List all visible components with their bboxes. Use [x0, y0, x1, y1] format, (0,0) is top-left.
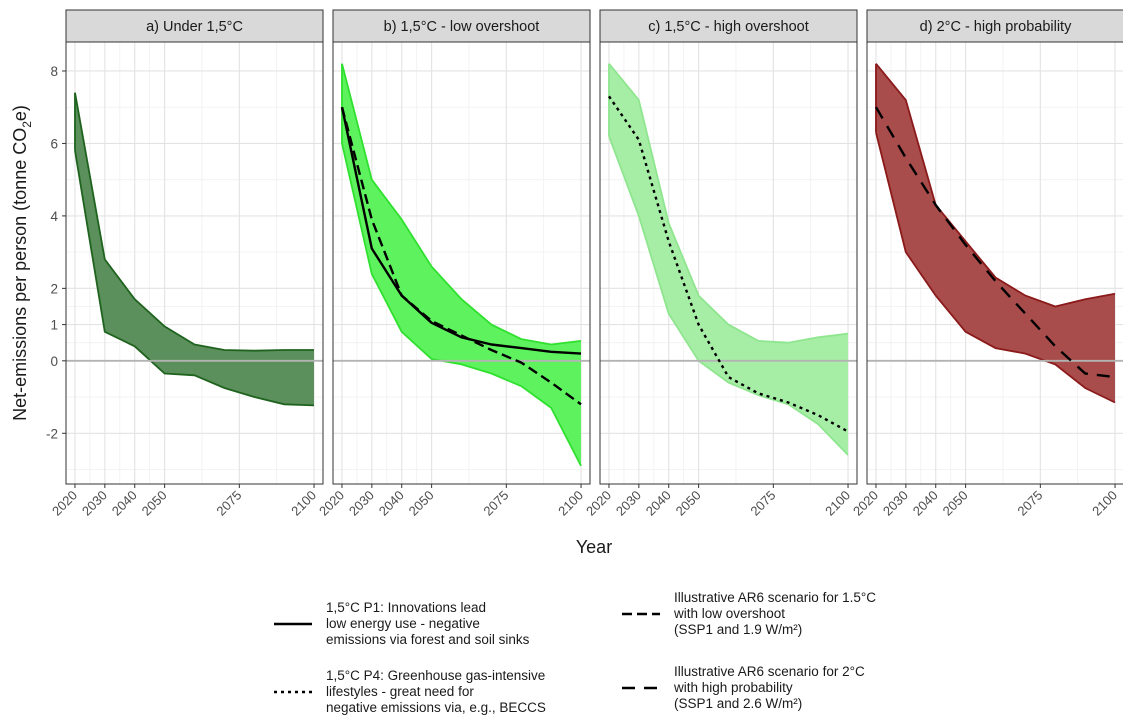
- range-upper-edge: [341, 63, 582, 346]
- panel-border: [65, 41, 324, 485]
- scenario-line: [340, 106, 582, 406]
- panel-title: a) Under 1,5°C: [146, 19, 243, 35]
- y-tick-label: 0: [50, 354, 58, 369]
- x-tick-label: 2100: [555, 488, 586, 519]
- y-tick-label: 1: [50, 318, 58, 333]
- panel-title: c) 1,5°C - high overshoot: [648, 19, 809, 35]
- x-tick-label: 2075: [1014, 488, 1045, 519]
- range-lower-edge: [608, 135, 849, 456]
- x-tick-label: 2040: [910, 488, 941, 519]
- panel-border: [866, 41, 1123, 485]
- range-upper-edge: [875, 63, 1116, 308]
- panel-2: b) 1,5°C - low overshoot 2020203020402050…: [316, 9, 591, 519]
- panel-4: d) 2°C - high probability 202020302040205…: [850, 9, 1123, 519]
- panel-title: d) 2°C - high probability: [920, 19, 1072, 35]
- panel-strip: [599, 9, 858, 43]
- legend-label-ar6-2: Illustrative AR6 scenario for 2°C with h…: [674, 664, 865, 711]
- panel-border: [332, 41, 591, 485]
- legend-key-dotted: [274, 690, 312, 694]
- range-band: [876, 63, 1115, 403]
- panel-3: c) 1,5°C - high overshoot 202020302040205…: [583, 9, 858, 519]
- legend-key-solid: [274, 622, 312, 626]
- panel-strip: [332, 9, 591, 43]
- range-upper-edge: [74, 92, 314, 352]
- y-axis-title: Net-emissions per person (tonne CO2e): [10, 105, 34, 421]
- x-tick-label: 2075: [747, 488, 778, 519]
- y-tick-label: 4: [50, 209, 58, 224]
- range-band: [75, 92, 314, 406]
- legend-item-p4: 1,5°C P4: Greenhouse gas-intensive lifes…: [272, 668, 546, 716]
- x-tick-label: 2050: [139, 488, 170, 519]
- scenario-line: [874, 106, 1116, 379]
- x-tick-label: 2030: [79, 488, 110, 519]
- legend-label-p4: 1,5°C P4: Greenhouse gas-intensive lifes…: [326, 668, 546, 715]
- y-tick-label: 8: [50, 64, 58, 79]
- scenario-line: [608, 95, 849, 433]
- y-tick-label: 6: [50, 136, 58, 151]
- range-band: [609, 63, 848, 455]
- x-tick-label: 2050: [406, 488, 437, 519]
- x-tick-label: 2020: [316, 488, 347, 519]
- range-band: [342, 63, 581, 466]
- legend-key-dash: [622, 686, 660, 690]
- panel-border: [599, 41, 858, 485]
- x-axis-title: Year: [576, 537, 612, 557]
- x-tick-label: 2030: [346, 488, 377, 519]
- legend-item-p1: 1,5°C P1: Innovations lead low energy us…: [272, 600, 529, 648]
- x-tick-label: 2100: [288, 488, 319, 519]
- y-tick-label: -2: [46, 426, 58, 441]
- y-tick-label: 2: [50, 281, 58, 296]
- x-tick-label: 2100: [822, 488, 853, 519]
- x-tick-label: 2030: [880, 488, 911, 519]
- x-tick-label: 2075: [213, 488, 244, 519]
- scenario-line: [340, 106, 582, 355]
- plot-background: [66, 42, 323, 484]
- legend-item-ar6-15: Illustrative AR6 scenario for 1.5°C with…: [620, 590, 876, 638]
- x-tick-label: 2040: [109, 488, 140, 519]
- x-tick-label: 2050: [673, 488, 704, 519]
- x-tick-label: 2020: [850, 488, 881, 519]
- x-tick-label: 2075: [480, 488, 511, 519]
- x-tick-label: 2020: [583, 488, 614, 519]
- range-lower-edge: [74, 150, 315, 407]
- x-tick-label: 2040: [376, 488, 407, 519]
- range-upper-edge: [608, 63, 849, 344]
- x-tick-label: 2100: [1089, 488, 1120, 519]
- range-lower-edge: [875, 132, 1116, 404]
- x-tick-label: 2020: [49, 488, 80, 519]
- x-tick-label: 2040: [643, 488, 674, 519]
- legend-key-longdash: [622, 612, 660, 616]
- panel-strip: [65, 9, 324, 43]
- panel-title: b) 1,5°C - low overshoot: [384, 19, 540, 35]
- range-lower-edge: [341, 143, 582, 467]
- legend-item-ar6-2: Illustrative AR6 scenario for 2°C with h…: [620, 664, 865, 712]
- legend-label-p1: 1,5°C P1: Innovations lead low energy us…: [326, 600, 530, 647]
- legend-label-ar6-15: Illustrative AR6 scenario for 1.5°C with…: [674, 590, 876, 637]
- x-tick-label: 2050: [940, 488, 971, 519]
- x-tick-label: 2030: [613, 488, 644, 519]
